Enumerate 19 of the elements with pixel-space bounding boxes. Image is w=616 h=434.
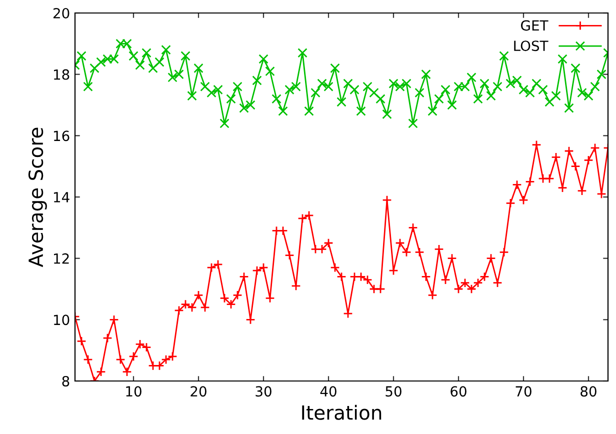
y-tick-label: 14 [54, 192, 70, 202]
x-tick-label: 30 [256, 386, 272, 397]
x-axis-title: Iteration [302, 404, 382, 420]
y-tick-label: 18 [54, 69, 70, 80]
y-tick-label: 8 [62, 376, 70, 386]
y-tick-label: 20 [53, 8, 70, 18]
x-tick-label: 70 [516, 386, 532, 397]
x-tick-label: 60 [450, 386, 466, 397]
y-tick-label: 10 [54, 314, 70, 326]
x-tick-label: 40 [320, 386, 336, 397]
y-tick-label: 12 [54, 253, 69, 264]
x-tick-label: 50 [386, 386, 402, 397]
x-tick-label: 80 [580, 386, 596, 397]
y-tick-label: 16 [54, 130, 70, 142]
x-tick-label: 20 [190, 386, 206, 397]
x-tick-label: 10 [126, 386, 142, 397]
y-axis-title: Average Score [28, 128, 47, 268]
legend-label: LOST [514, 40, 548, 52]
legend-label: GET [521, 20, 548, 31]
